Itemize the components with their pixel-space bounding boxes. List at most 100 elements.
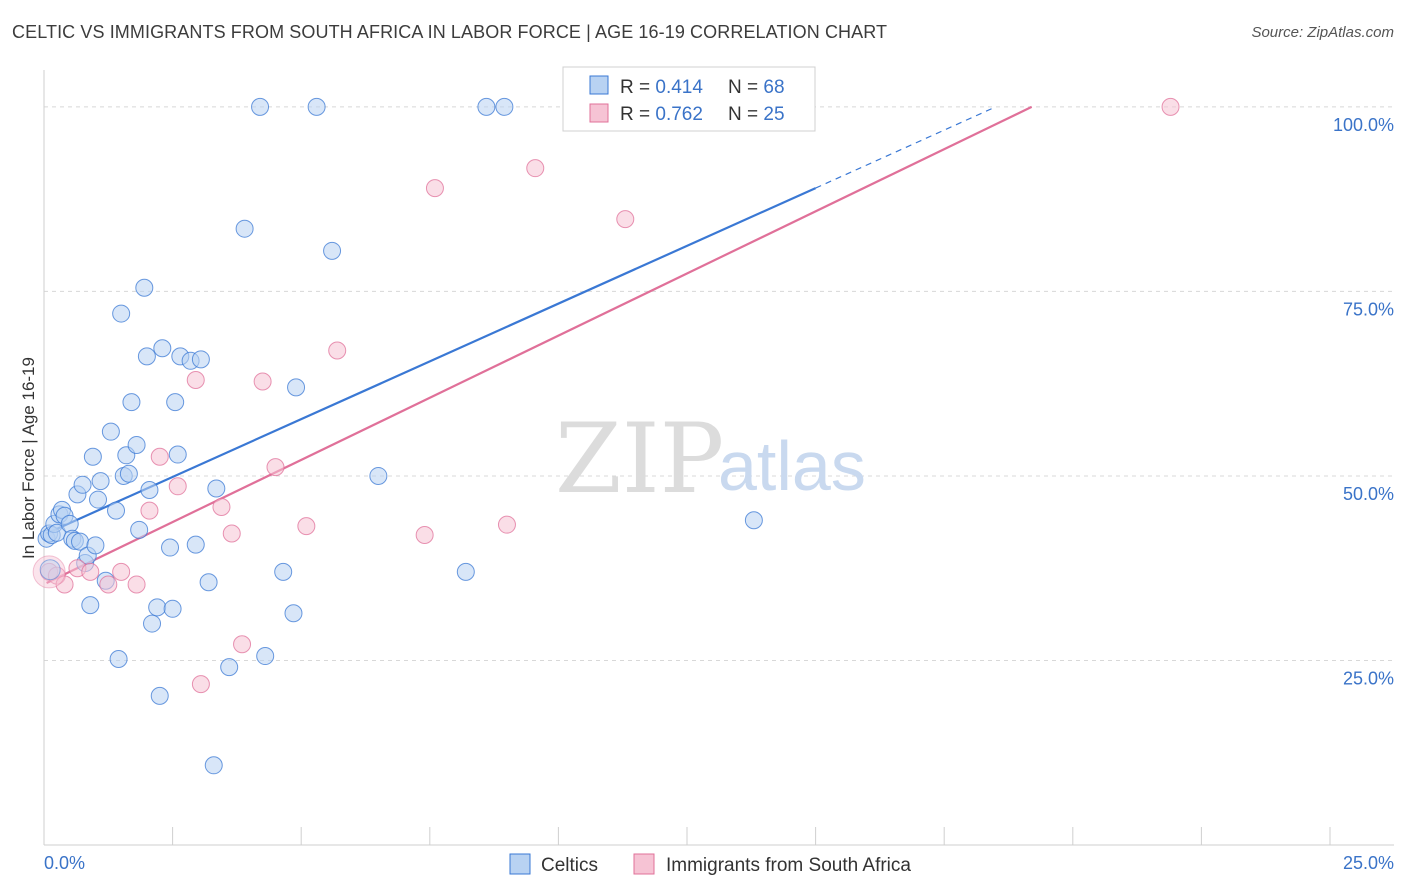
immigrants-point-19 — [328, 341, 347, 360]
immigrants-point-23 — [526, 159, 545, 178]
chart-title: CELTIC VS IMMIGRANTS FROM SOUTH AFRICA I… — [12, 22, 888, 42]
celtics-point-58 — [323, 241, 342, 260]
svg-text:N = 68: N = 68 — [728, 77, 785, 98]
immigrants-point-17 — [266, 458, 285, 477]
celtics-point-30 — [127, 435, 146, 454]
celtics-point-38 — [153, 339, 172, 358]
immigrants-point-16 — [253, 372, 272, 391]
immigrants-point-22 — [497, 515, 516, 534]
bottom-legend-swatch-celtics — [509, 853, 531, 875]
celtics-point-24 — [109, 650, 128, 668]
immigrants-point-15 — [233, 635, 252, 654]
immigrants-point-24 — [616, 210, 635, 229]
bottom-legend-swatch-immigrants — [633, 853, 655, 875]
celtics-point-41 — [166, 393, 185, 412]
celtics-point-33 — [137, 347, 156, 366]
points-layer — [32, 97, 1180, 775]
legend-swatch-celtics — [589, 75, 609, 95]
celtics-point-59 — [369, 466, 388, 485]
immigrants-point-11 — [186, 371, 205, 389]
ticks-layer: 25.0% 50.0% 75.0% 100.0% 0.0% 25.0% — [44, 115, 1394, 873]
trendline-extension-0 — [815, 106, 996, 189]
immigrants-point-10 — [168, 477, 187, 496]
celtics-point-17 — [83, 447, 102, 466]
legend-n-label-1: N = — [728, 77, 763, 98]
trend-layer — [46, 105, 1033, 584]
immigrants-point-2 — [55, 575, 74, 594]
legend-r-label-1: R = — [620, 77, 655, 98]
celtics-point-52 — [251, 97, 270, 116]
celtics-point-46 — [191, 350, 210, 369]
legend-swatch-immigrants — [589, 103, 609, 123]
celtics-point-49 — [207, 479, 226, 498]
celtics-point-28 — [119, 464, 138, 483]
immigrants-point-9 — [150, 447, 169, 466]
celtics-point-40 — [163, 599, 182, 618]
immigrants-point-20 — [425, 179, 444, 198]
bottom-legend: Celtics Immigrants from South Africa — [509, 853, 911, 876]
trendline-1 — [46, 105, 1033, 584]
svg-text:R = 0.414: R = 0.414 — [620, 77, 703, 98]
immigrants-point-4 — [81, 562, 100, 581]
celtics-point-57 — [307, 97, 326, 116]
celtics-point-60 — [456, 562, 475, 581]
celtics-point-62 — [495, 97, 514, 116]
celtics-point-36 — [148, 598, 167, 617]
celtics-point-20 — [91, 472, 110, 491]
celtics-point-56 — [287, 378, 306, 397]
celtics-cluster-marker — [39, 559, 61, 581]
celtics-point-31 — [130, 520, 149, 539]
celtics-point-47 — [199, 573, 218, 592]
svg-text:R = 0.762: R = 0.762 — [620, 104, 703, 125]
celtics-point-25 — [112, 304, 131, 323]
immigrants-point-14 — [222, 524, 241, 543]
celtics-point-54 — [274, 562, 293, 581]
chart-source: Source: ZipAtlas.com — [1251, 24, 1394, 41]
legend: R = 0.414 N = 68 R = 0.762 N = 25 — [562, 66, 816, 132]
celtics-point-45 — [186, 535, 205, 554]
immigrants-point-5 — [99, 575, 118, 594]
legend-r-value-2: 0.762 — [655, 104, 703, 125]
legend-n-label-2: N = — [728, 104, 763, 125]
legend-n-value-1: 68 — [763, 77, 784, 98]
celtics-point-18 — [86, 536, 105, 555]
legend-r-label-2: R = — [620, 104, 655, 125]
celtics-point-64 — [744, 511, 763, 530]
legend-n-value-2: 25 — [763, 104, 784, 125]
watermark: ZIP atlas — [555, 403, 866, 515]
celtics-point-39 — [161, 538, 180, 557]
celtics-point-35 — [143, 614, 162, 633]
immigrants-point-7 — [127, 575, 146, 594]
celtics-point-8 — [60, 514, 79, 533]
immigrants-point-13 — [212, 497, 231, 516]
celtics-point-16 — [81, 596, 100, 615]
immigrants-point-8 — [140, 501, 159, 520]
bottom-legend-celtics: Celtics — [541, 855, 598, 876]
legend-r-value-1: 0.414 — [655, 77, 703, 98]
grid-layer — [44, 106, 1394, 661]
celtics-point-51 — [235, 219, 254, 238]
celtics-point-37 — [150, 686, 169, 705]
y-axis-label: In Labor Force | Age 16-19 — [19, 357, 38, 559]
watermark-atlas: atlas — [718, 427, 866, 505]
celtics-point-4 — [47, 523, 66, 542]
celtics-point-19 — [89, 490, 108, 509]
celtics-point-34 — [140, 480, 159, 499]
celtics-point-55 — [284, 604, 303, 623]
immigrants-point-18 — [297, 517, 316, 536]
celtics-point-42 — [168, 445, 187, 464]
celtics-point-53 — [256, 647, 275, 666]
trendline-0 — [46, 187, 817, 535]
y-tick-label-1: 50.0% — [1343, 484, 1394, 504]
bottom-legend-immigrants: Immigrants from South Africa — [666, 855, 911, 876]
immigrants-point-6 — [112, 562, 131, 581]
y-tick-label-3: 100.0% — [1333, 115, 1394, 135]
x-tick-label-0: 0.0% — [44, 853, 85, 873]
immigrants-point-21 — [415, 526, 434, 544]
celtics-point-23 — [107, 501, 126, 520]
immigrants-cluster-marker — [32, 555, 66, 589]
celtics-point-29 — [122, 393, 141, 412]
watermark-zip: ZIP — [555, 403, 724, 515]
celtics-point-61 — [477, 97, 496, 116]
svg-text:N = 25: N = 25 — [728, 104, 785, 125]
